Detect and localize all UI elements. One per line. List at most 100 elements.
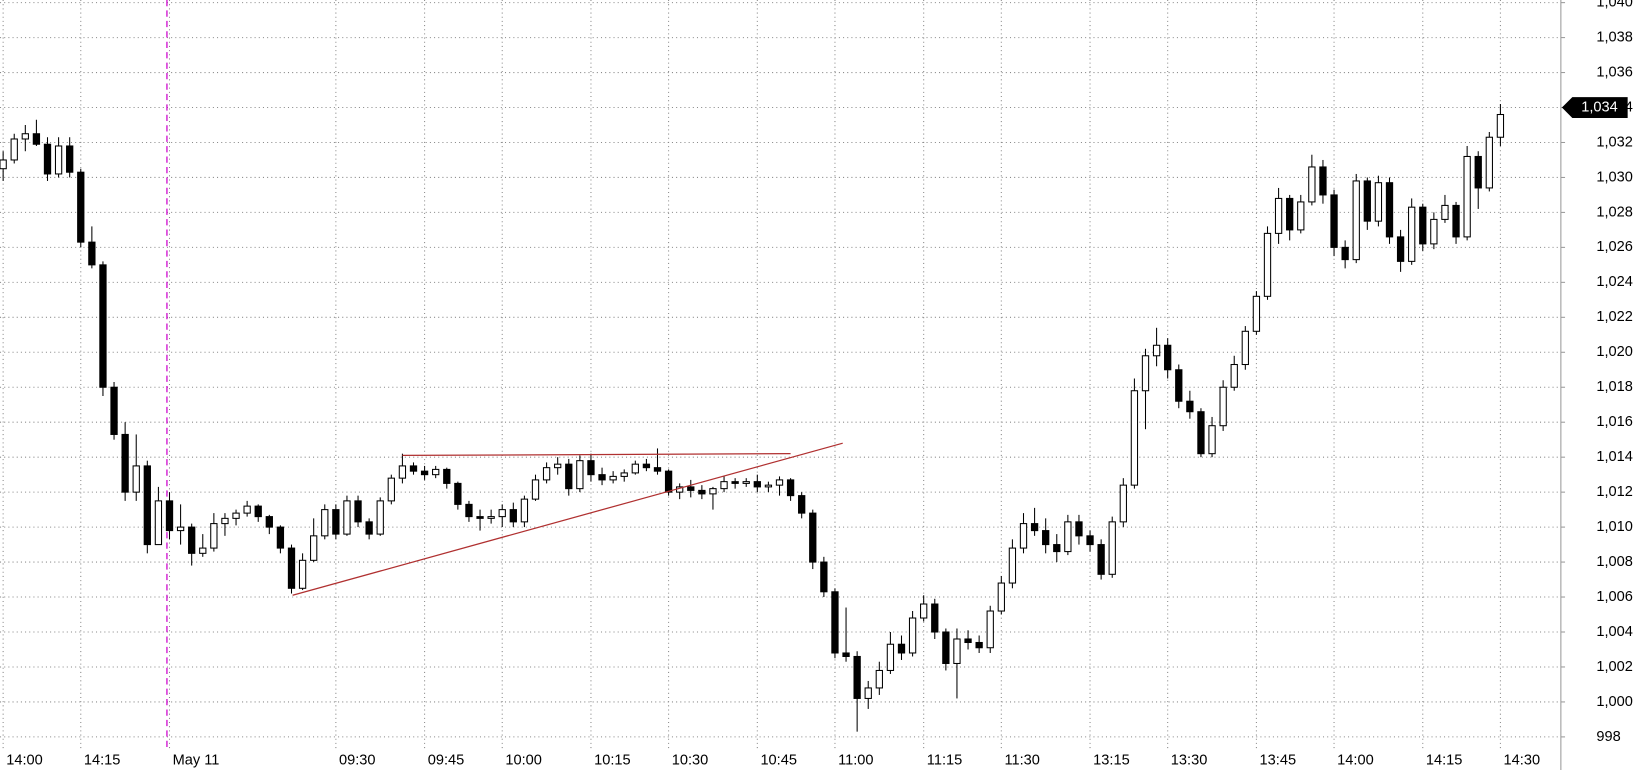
candle-body: [1130, 390, 1139, 486]
candle-body: [1053, 544, 1061, 553]
candle-body: [21, 133, 29, 140]
y-tick-label: 1,008: [1596, 554, 1633, 570]
y-tick-label: 1,012: [1596, 484, 1633, 500]
candle-body: [1141, 355, 1150, 392]
candle-body: [387, 477, 395, 502]
y-tick-label: 1,028: [1596, 204, 1633, 220]
candle-body: [1008, 547, 1017, 584]
candle-body: [1019, 523, 1028, 549]
candle-body: [476, 516, 484, 519]
candle-body: [132, 465, 140, 493]
candle-body: [1230, 363, 1238, 388]
candle-body: [43, 143, 52, 175]
candle-body: [864, 687, 872, 699]
candle-body: [631, 463, 639, 474]
candle-body: [487, 516, 495, 519]
x-tick-label: 10:15: [594, 752, 631, 768]
y-tick-label: 998: [1596, 729, 1620, 745]
candle-body: [176, 526, 185, 532]
candle-body: [798, 495, 806, 514]
candle-body: [1308, 166, 1316, 203]
y-tick-label: 1,040: [1596, 0, 1633, 10]
candle-body: [554, 463, 562, 469]
x-tick-label: 13:30: [1171, 752, 1208, 768]
candle-body: [897, 643, 906, 654]
candle-body: [210, 523, 218, 549]
candle-body: [332, 509, 340, 535]
y-tick-label: 1,020: [1596, 344, 1633, 360]
candle-body: [1064, 521, 1072, 553]
candle-body: [1152, 344, 1161, 357]
candle-body: [964, 638, 972, 644]
candle-body: [1197, 411, 1205, 455]
candle-body: [199, 547, 207, 554]
candle-body: [720, 481, 728, 490]
candle-body: [1208, 425, 1216, 455]
candle-body: [986, 610, 994, 649]
candle-body: [1030, 523, 1039, 532]
x-tick-label: 09:30: [339, 752, 376, 768]
x-tick-label: 09:45: [428, 752, 465, 768]
candle-body: [77, 171, 85, 243]
x-tick-label: 14:00: [6, 752, 43, 768]
candle-body: [420, 470, 429, 476]
candle-body: [1485, 136, 1493, 189]
candle-body: [975, 641, 983, 649]
x-tick-label: 10:00: [505, 752, 542, 768]
candle-body: [221, 517, 229, 525]
candle-body: [10, 138, 18, 161]
candle-body: [376, 500, 384, 535]
candle-body: [1430, 218, 1438, 245]
x-tick-label: 11:30: [1004, 752, 1039, 768]
y-tick-label: 1,038: [1596, 29, 1633, 45]
candle-body: [1474, 155, 1482, 189]
y-tick-label: 1,018: [1596, 379, 1633, 395]
candle-body: [709, 488, 717, 495]
x-tick-label: 14:15: [1426, 752, 1463, 768]
candle-body: [188, 526, 196, 554]
x-tick-label: 13:15: [1093, 752, 1130, 768]
candle-body: [820, 561, 828, 593]
y-tick-label: 1,010: [1596, 519, 1633, 535]
candle-body: [809, 512, 817, 563]
candle-body: [498, 509, 506, 518]
y-tick-label: 1,000: [1596, 694, 1633, 710]
candle-body: [287, 547, 296, 589]
candle-body: [1341, 246, 1349, 261]
candle-body: [842, 652, 850, 657]
y-tick-label: 1,036: [1596, 64, 1633, 80]
candle-body: [1419, 206, 1427, 245]
candle-body: [1219, 386, 1227, 427]
x-tick-label: 14:15: [84, 752, 121, 768]
candle-body: [1452, 204, 1460, 238]
x-tick-label: 11:15: [927, 752, 962, 768]
candle-body: [942, 631, 950, 664]
candle-body: [1119, 484, 1127, 523]
candle-body: [1352, 180, 1360, 261]
candle-body: [642, 463, 651, 469]
candle-body: [343, 500, 351, 535]
candle-body: [99, 264, 107, 388]
candle-body: [1286, 197, 1294, 231]
candle-body: [931, 603, 939, 633]
candle-body: [0, 159, 7, 170]
candle-body: [1086, 535, 1094, 546]
candle-body: [509, 509, 517, 523]
candle-body: [664, 470, 673, 493]
candle-body: [1385, 182, 1394, 238]
candle-body: [298, 559, 307, 589]
candle-body: [32, 133, 41, 145]
candle-body: [398, 465, 407, 479]
candle-body: [1252, 295, 1261, 332]
candle-body: [443, 468, 451, 484]
candle-body: [1396, 236, 1405, 262]
candle-body: [121, 433, 129, 493]
candle-body: [465, 503, 473, 518]
x-tick-label: 14:30: [1504, 752, 1541, 768]
last-price-label: 1,034: [1581, 99, 1618, 115]
y-tick-label: 1,024: [1596, 274, 1633, 290]
candle-body: [154, 500, 163, 546]
last-price-marker: [1561, 97, 1628, 118]
candle-body: [265, 516, 273, 528]
